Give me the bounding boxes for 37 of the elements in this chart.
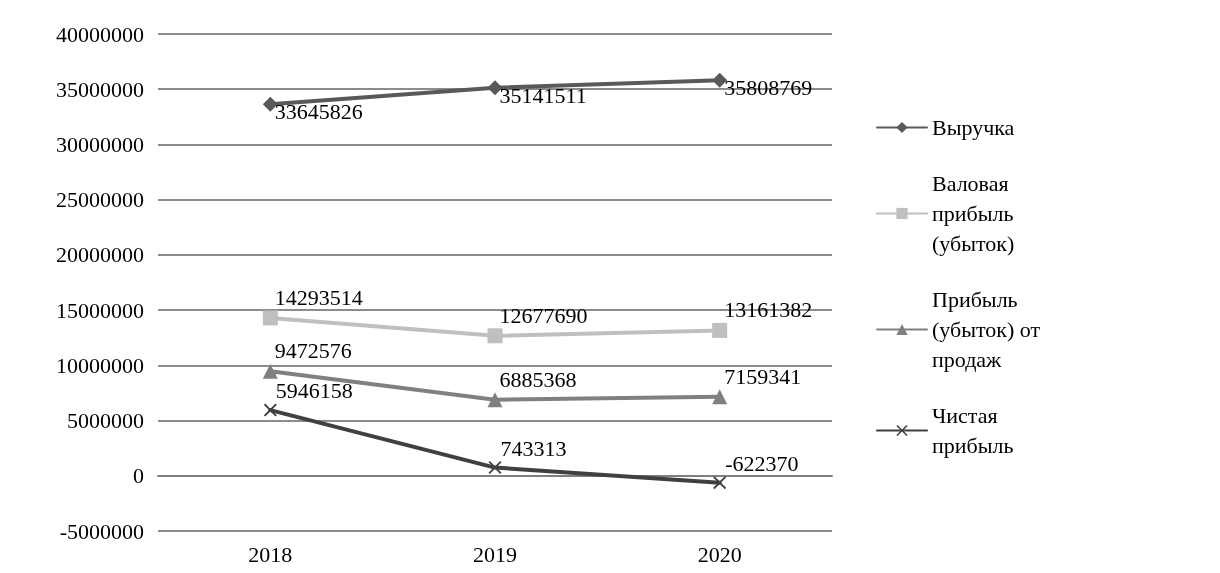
data-label: 7159341 <box>724 363 802 389</box>
point <box>263 403 277 417</box>
y-tick-label: 0 <box>133 463 144 489</box>
y-tick-label: 10000000 <box>56 352 144 378</box>
point <box>487 328 503 344</box>
x-tick-label: 2018 <box>248 541 293 567</box>
point <box>712 322 728 338</box>
y-tick-label: 40000000 <box>56 21 144 47</box>
data-label: 6885368 <box>499 366 577 392</box>
x-tick-label: 2019 <box>473 541 517 567</box>
point <box>262 363 278 379</box>
legend-label: Выручка <box>932 115 1015 140</box>
data-label: 9472576 <box>274 338 352 364</box>
point <box>487 392 503 408</box>
y-tick-label: 35000000 <box>56 76 144 102</box>
legend-label: Валовая прибыль (убыток) <box>932 171 1020 256</box>
data-label: 14293514 <box>274 284 363 310</box>
data-label: 743313 <box>500 435 567 461</box>
data-label: 13161382 <box>724 297 813 323</box>
y-tick-label: 20000000 <box>56 242 144 268</box>
data-label: -622370 <box>725 450 799 476</box>
data-label: 12677690 <box>499 302 588 328</box>
x-tick-label: 2020 <box>697 541 742 567</box>
y-tick-label: 15000000 <box>56 297 144 323</box>
y-tick-label: 5000000 <box>67 408 144 434</box>
legend-label: Чистая прибыль <box>932 403 1014 458</box>
legend-label: Прибыль (убыток) от продаж <box>932 287 1046 372</box>
y-tick-label: 30000000 <box>56 131 144 157</box>
data-label: 35808769 <box>724 75 813 101</box>
point <box>712 389 728 405</box>
y-tick-label: -5000000 <box>59 518 144 544</box>
data-label: 5946158 <box>275 378 353 404</box>
point <box>713 476 727 490</box>
data-label: 33645826 <box>274 99 363 125</box>
point <box>262 310 278 326</box>
y-tick-label: 25000000 <box>56 187 144 213</box>
data-label: 35141511 <box>499 82 587 108</box>
